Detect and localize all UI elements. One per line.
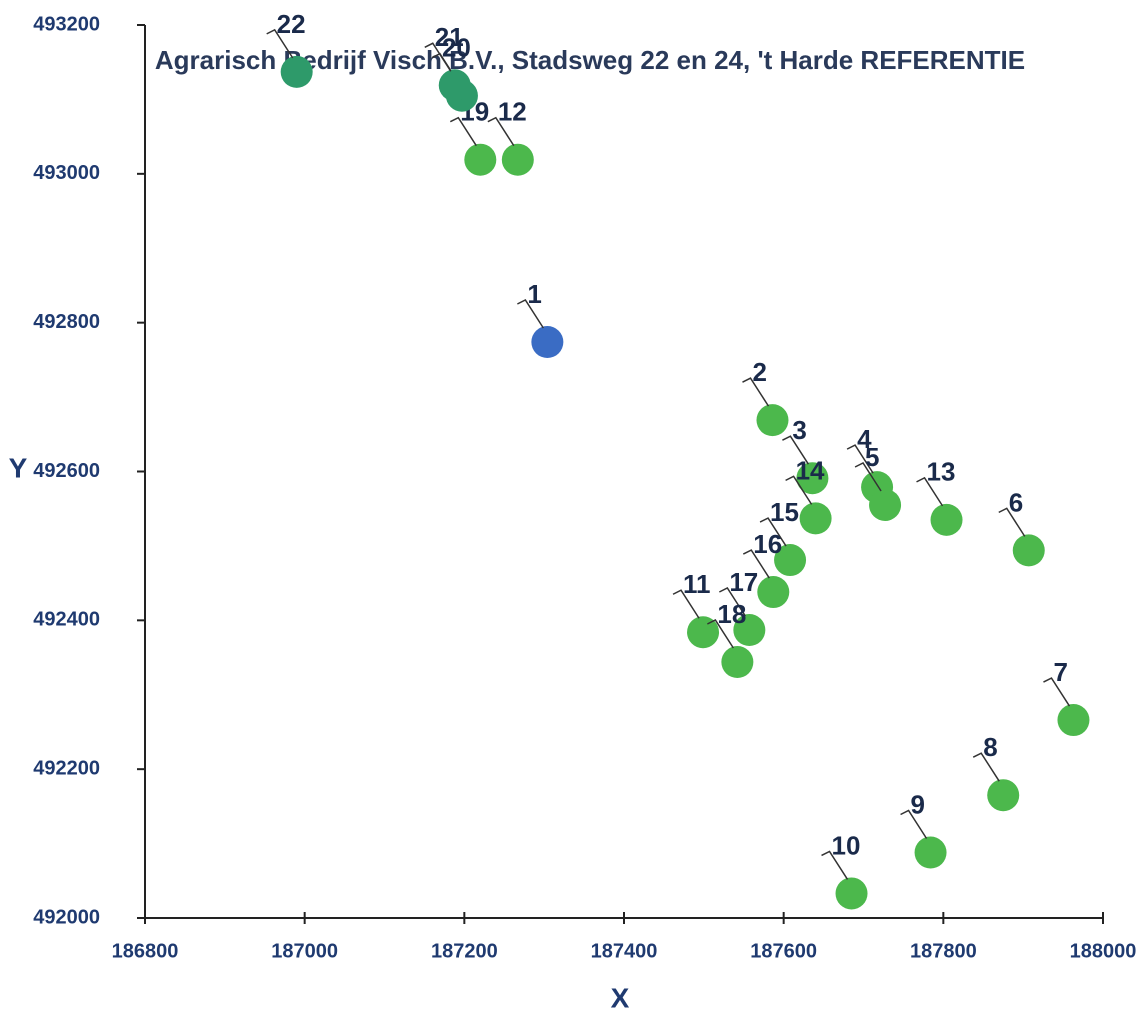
leader-line bbox=[854, 462, 882, 492]
leader-line bbox=[900, 809, 928, 839]
leader-line bbox=[821, 850, 849, 880]
leader-line bbox=[707, 619, 734, 649]
y-tick-label: 493200 bbox=[33, 13, 100, 35]
point bbox=[280, 55, 313, 88]
point bbox=[687, 616, 720, 649]
point-label: 10 bbox=[832, 830, 861, 860]
leader-line bbox=[782, 435, 810, 465]
point bbox=[756, 404, 789, 437]
y-axis-label: Y bbox=[9, 452, 28, 483]
x-tick-label: 188000 bbox=[1070, 940, 1137, 962]
point-label: 3 bbox=[792, 415, 806, 445]
point bbox=[987, 779, 1020, 812]
point-label: 20 bbox=[442, 33, 471, 63]
point-label: 1 bbox=[527, 279, 541, 309]
point bbox=[930, 503, 963, 536]
point bbox=[757, 576, 790, 609]
leader-line bbox=[719, 587, 746, 617]
point-label: 15 bbox=[770, 497, 799, 527]
point bbox=[531, 326, 564, 359]
leader-line bbox=[998, 507, 1026, 537]
x-tick-label: 186800 bbox=[112, 940, 179, 962]
leader-line bbox=[759, 517, 787, 547]
x-tick-label: 187600 bbox=[750, 940, 817, 962]
point-label: 11 bbox=[683, 569, 711, 599]
point-label: 12 bbox=[498, 97, 527, 127]
leader-line bbox=[424, 42, 452, 72]
x-tick-label: 187200 bbox=[431, 940, 498, 962]
leader-line bbox=[742, 549, 770, 579]
leader-line bbox=[449, 116, 477, 147]
leader-line bbox=[742, 377, 770, 407]
point bbox=[501, 143, 534, 176]
leader-line bbox=[672, 589, 700, 619]
point bbox=[914, 836, 947, 869]
leader-line bbox=[266, 28, 294, 59]
y-tick-label: 492600 bbox=[33, 460, 100, 482]
point-label: 2 bbox=[752, 357, 766, 387]
point bbox=[464, 143, 497, 176]
leader-line bbox=[1043, 677, 1071, 707]
y-tick-label: 492800 bbox=[33, 311, 100, 333]
point-label: 8 bbox=[983, 732, 997, 762]
x-axis-label: X bbox=[611, 982, 630, 1013]
point bbox=[796, 462, 829, 495]
y-tick-label: 492200 bbox=[33, 757, 100, 779]
point bbox=[733, 614, 766, 647]
point-label: 7 bbox=[1053, 657, 1067, 687]
point-label: 6 bbox=[1009, 487, 1023, 517]
point bbox=[774, 544, 807, 577]
leader-line bbox=[916, 476, 944, 507]
leader-line bbox=[785, 475, 813, 505]
leader-line bbox=[487, 116, 515, 147]
point bbox=[835, 877, 868, 910]
leader-line bbox=[972, 752, 1000, 782]
x-tick-label: 187400 bbox=[591, 940, 658, 962]
x-tick-label: 187000 bbox=[271, 940, 338, 962]
point-label: 16 bbox=[753, 529, 782, 559]
point-label: 17 bbox=[729, 567, 758, 597]
y-tick-label: 492000 bbox=[33, 906, 100, 928]
point-label: 9 bbox=[911, 789, 925, 819]
y-tick-label: 493000 bbox=[33, 162, 100, 184]
point bbox=[438, 69, 471, 102]
point bbox=[869, 488, 902, 521]
point-label: 22 bbox=[277, 9, 306, 39]
point bbox=[1057, 704, 1090, 737]
y-tick-label: 492400 bbox=[33, 609, 100, 631]
leader-line bbox=[517, 299, 544, 329]
point bbox=[1012, 534, 1045, 567]
point-label: 14 bbox=[796, 455, 825, 485]
point-label: 5 bbox=[865, 442, 879, 472]
point-label: 13 bbox=[927, 457, 956, 487]
point bbox=[799, 502, 832, 535]
leader-line bbox=[846, 444, 874, 474]
x-tick-label: 187800 bbox=[910, 940, 977, 962]
point-label: 21 bbox=[435, 22, 464, 52]
point bbox=[721, 646, 754, 679]
point-label: 18 bbox=[717, 599, 746, 629]
point-label: 4 bbox=[857, 424, 872, 454]
